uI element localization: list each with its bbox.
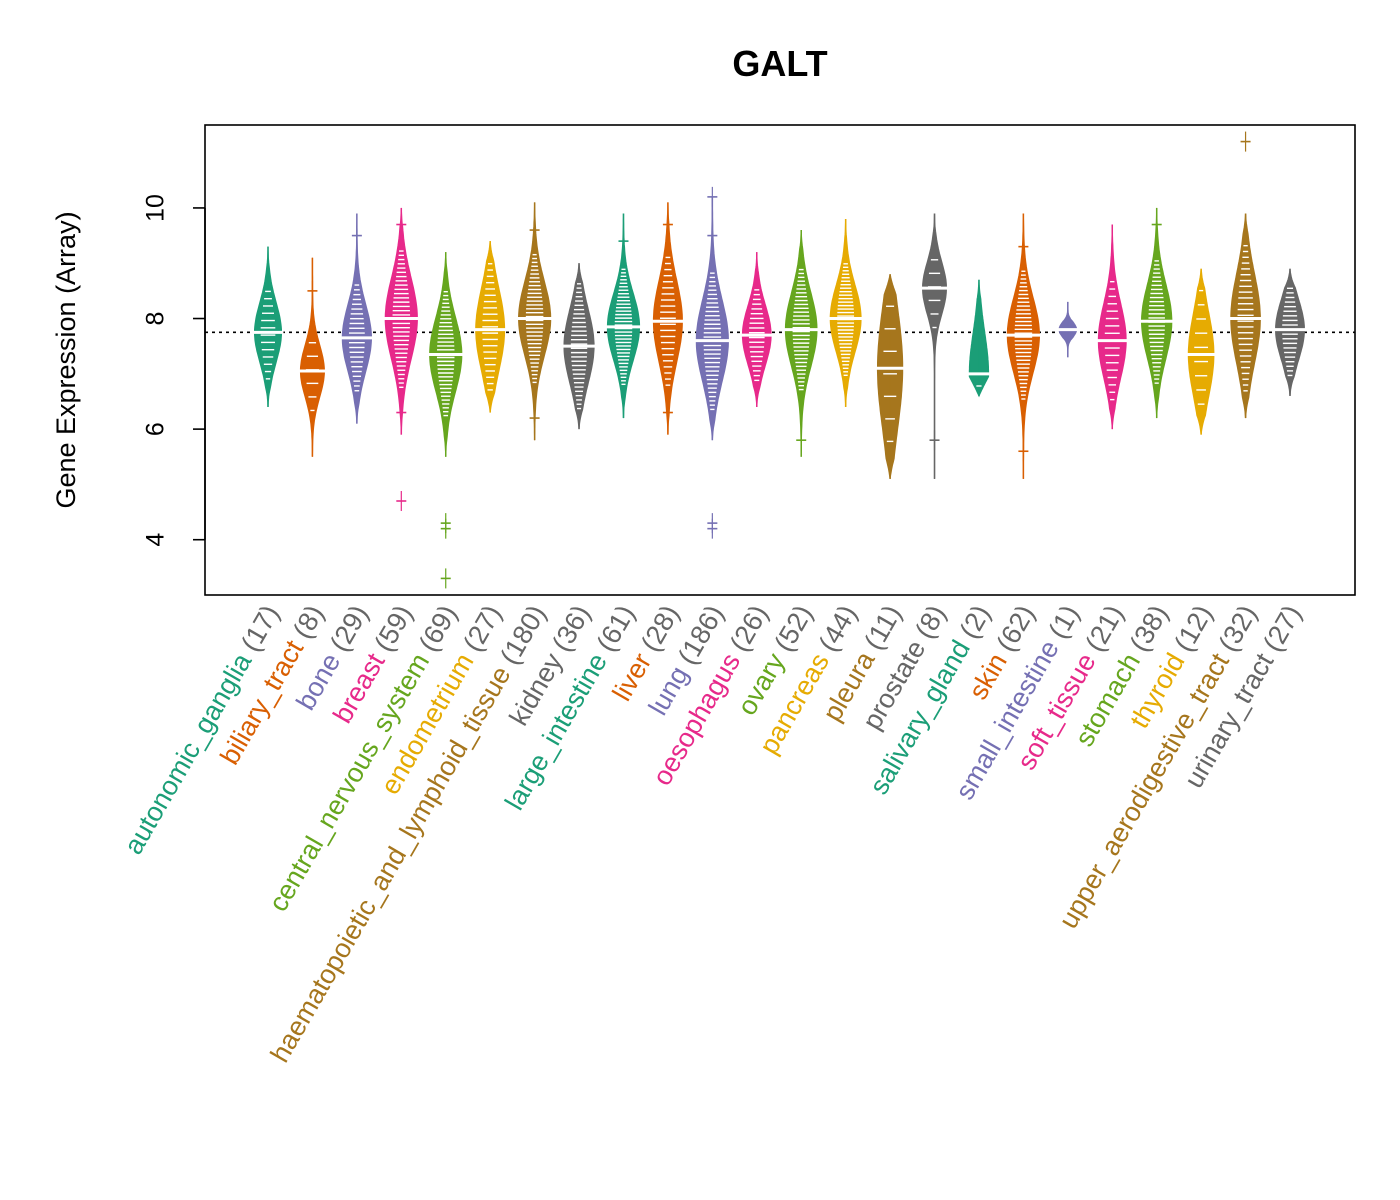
violin-thyroid <box>1186 268 1216 435</box>
violin-salivary-gland <box>967 279 991 398</box>
y-tick-label: 8 <box>142 312 170 326</box>
violin-upper-aerodigestive-tract <box>1228 131 1263 419</box>
category-count: (27) <box>1253 600 1307 663</box>
y-tick-label: 6 <box>142 422 170 436</box>
violin-lung <box>694 186 731 539</box>
violin-large-intestine <box>605 213 642 419</box>
violin-kidney <box>562 263 597 430</box>
category-labels: autonomic_ganglia (17)biliary_tract (8)b… <box>118 600 1307 1067</box>
violin-skin <box>1005 213 1042 479</box>
violin-haematopoietic-and-lymphoid-tissue <box>516 202 553 441</box>
y-tick-label: 10 <box>142 194 170 222</box>
chart-title: GALT <box>732 43 827 84</box>
violin-stomach <box>1139 207 1174 419</box>
y-tick-label: 4 <box>142 533 170 547</box>
plot-frame <box>204 124 1356 596</box>
violin-breast <box>383 207 420 511</box>
violin-autonomic-ganglia <box>252 246 284 408</box>
violin-ovary <box>783 230 819 457</box>
violin-soft-tissue <box>1096 224 1129 430</box>
violin-pleura <box>875 274 905 479</box>
violin-urinary-tract <box>1273 268 1307 396</box>
violin-groups <box>252 131 1307 589</box>
violin-prostate <box>920 213 949 479</box>
violin-oesophagus <box>740 252 774 408</box>
violin-central-nervous-system <box>427 252 464 589</box>
y-axis-label: Gene Expression (Array) <box>51 211 81 508</box>
violin-pancreas <box>828 218 864 408</box>
violin-bone <box>340 213 374 424</box>
y-axis: 4 6 8 10 <box>142 194 206 547</box>
violin-liver <box>651 202 685 435</box>
violin-endometrium <box>473 241 507 413</box>
violin-small-intestine <box>1057 301 1079 358</box>
violin-biliary-tract <box>298 257 327 457</box>
